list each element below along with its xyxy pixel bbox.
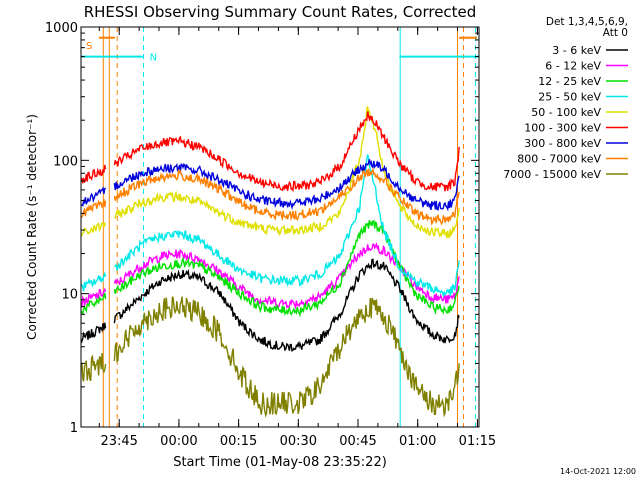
legend-entry-label: 50 - 100 keV xyxy=(531,106,601,119)
legend-entry-label: 6 - 12 keV xyxy=(545,60,601,73)
flag-annotation: S xyxy=(86,41,92,52)
x-tick-label: 23:45 xyxy=(100,434,137,449)
x-tick-label: 00:30 xyxy=(280,434,317,449)
legend-entry-label: 100 - 300 keV xyxy=(524,122,601,135)
legend-entry-label: 12 - 25 keV xyxy=(538,75,601,88)
y-axis-label: Corrected Count Rate (s⁻¹ detector⁻¹) xyxy=(25,114,39,340)
legend-entry-label: 3 - 6 keV xyxy=(552,44,601,57)
chart-title: RHESSI Observing Summary Count Rates, Co… xyxy=(84,3,477,21)
y-tick-label: 10 xyxy=(61,288,78,303)
legend-header: Det 1,3,4,5,6,9, xyxy=(546,16,628,28)
series-line xyxy=(113,258,460,352)
x-tick-label: 00:45 xyxy=(339,434,376,449)
series-line xyxy=(80,353,107,382)
x-axis-label: Start Time (01-May-08 23:35:22) xyxy=(173,455,387,470)
series-line xyxy=(80,198,107,218)
series-line xyxy=(114,154,460,298)
plot-marks: SN xyxy=(80,27,479,427)
series-line xyxy=(114,106,460,239)
legend-entry-label: 7000 - 15000 keV xyxy=(503,168,601,181)
series-line xyxy=(80,322,107,344)
flag-annotation: N xyxy=(150,53,157,64)
x-tick-label: 01:00 xyxy=(399,434,436,449)
y-tick-label: 1 xyxy=(70,421,78,436)
series-line xyxy=(113,111,460,193)
series-line xyxy=(80,185,107,207)
axes: 23:45 00:00 00:15 00:30 00:45 01:00 01:15 1 10 10… xyxy=(45,21,496,449)
x-tick-label: 00:00 xyxy=(160,434,197,449)
legend-entry-label: 300 - 800 keV xyxy=(524,137,601,150)
series-line xyxy=(80,222,107,237)
series-line xyxy=(113,159,460,212)
legend-entry-label: 800 - 7000 keV xyxy=(517,153,601,166)
legend-header: Att 0 xyxy=(603,27,628,39)
plot-frame xyxy=(80,26,480,428)
x-tick-label: 01:15 xyxy=(459,434,496,449)
footer-timestamp: 14-Oct-2021 12:00 xyxy=(560,467,636,476)
x-tick-label: 00:15 xyxy=(220,434,257,449)
series-line xyxy=(113,167,460,226)
series-line xyxy=(80,271,107,292)
y-tick-label: 100 xyxy=(53,154,78,169)
series-line xyxy=(80,292,107,316)
series-line xyxy=(113,296,460,418)
series-line xyxy=(80,287,107,309)
series-line xyxy=(80,164,107,184)
y-tick-label: 1000 xyxy=(45,21,78,36)
series-line xyxy=(113,219,460,318)
legend-entry-label: 25 - 50 keV xyxy=(538,91,601,104)
legend: Det 1,3,4,5,6,9,Att 03 - 6 keV 6 - 12 keV… xyxy=(503,16,628,181)
